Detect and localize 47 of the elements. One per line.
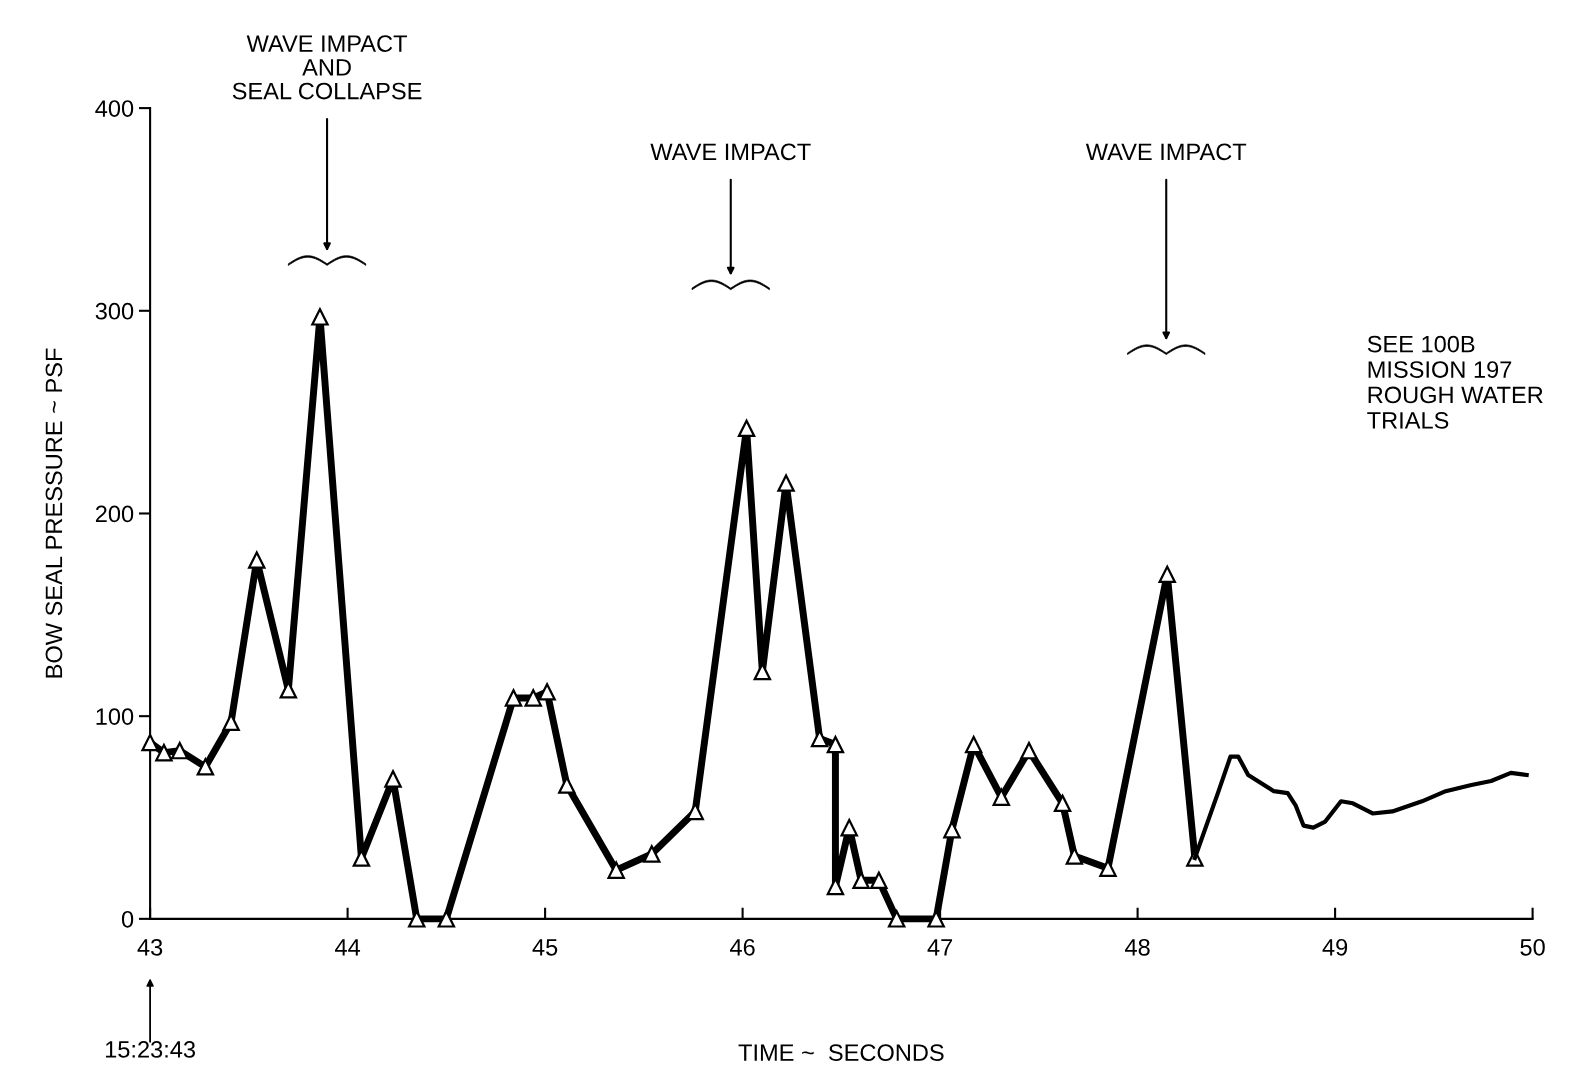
point — [558, 776, 576, 794]
point — [311, 308, 329, 326]
point — [538, 683, 556, 701]
point — [437, 910, 456, 928]
point — [887, 910, 906, 928]
point — [248, 551, 266, 569]
point — [607, 861, 625, 879]
point — [1020, 741, 1038, 760]
point — [737, 419, 756, 438]
point — [643, 845, 661, 863]
text: 15:23:43 — [105, 1041, 196, 1058]
x-tick-label: 46 — [730, 938, 755, 956]
x-tick-label: 44 — [335, 939, 361, 956]
y-tick-label: 200 — [95, 505, 134, 523]
point — [840, 818, 858, 837]
x-tick-label: 47 — [927, 939, 953, 956]
y-tick-label: 300 — [95, 302, 134, 320]
x-axis-title: TIME ~ SECONDS — [738, 1044, 944, 1061]
x-tick-label: 49 — [1322, 938, 1348, 956]
point — [141, 733, 159, 752]
x-tick-label: 48 — [1125, 938, 1150, 956]
annotation: WAVE IMPACT — [650, 143, 811, 161]
point — [196, 758, 215, 776]
y-tick-label: 400 — [95, 100, 134, 117]
point — [943, 820, 961, 839]
y-axis-title: BOW SEAL PRESSURE ~ PSF — [45, 348, 63, 678]
x-tick-label: 50 — [1520, 938, 1545, 956]
point — [992, 788, 1011, 806]
point — [777, 474, 795, 492]
y-tick-label: 100 — [96, 708, 134, 725]
point — [870, 871, 888, 890]
x-tick-label: 43 — [137, 938, 163, 956]
annotation: SEE 100B MISSION 197 ROUGH WATER TRIALS — [1367, 335, 1543, 429]
point — [170, 741, 189, 760]
annotation: WAVE IMPACT — [1085, 143, 1247, 161]
text: WAVE IMPACT AND SEAL COLLAPSE — [232, 35, 422, 100]
point — [964, 735, 983, 754]
point — [504, 689, 523, 707]
point — [1158, 565, 1176, 584]
point — [826, 735, 845, 754]
point — [1053, 794, 1072, 813]
y-tick-label: 0 — [121, 910, 134, 928]
point — [524, 689, 542, 707]
point — [384, 770, 402, 788]
point — [155, 743, 173, 762]
x-tick-label: 45 — [532, 939, 558, 956]
point — [1065, 847, 1084, 865]
